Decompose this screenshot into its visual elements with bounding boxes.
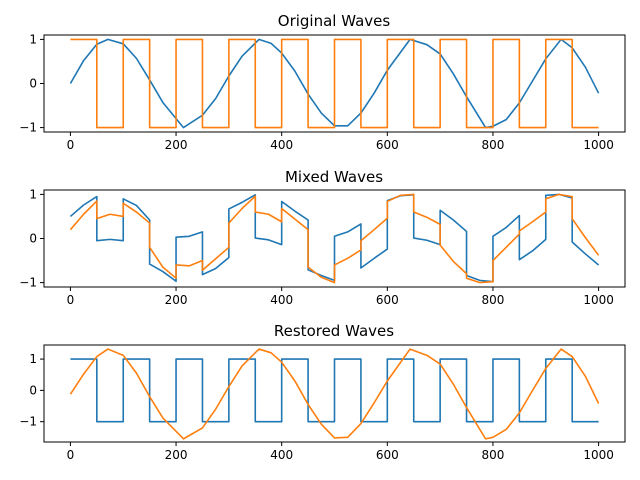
plot-area: 0 200 400 600 800 1000 −1 0 1 <box>19 187 614 307</box>
axes-frame <box>43 34 626 133</box>
panel-restored-waves: Restored Waves 0 200 400 600 800 1000 −1 0 1 <box>19 322 626 462</box>
y-tick-label: 0 <box>29 383 37 397</box>
panel-original-waves: Original Waves 0 200 400 600 800 1000 −1 0 1 <box>19 12 626 152</box>
x-tick-label: 1000 <box>583 138 614 152</box>
x-tick-label: 200 <box>165 448 188 462</box>
y-tick-label: −1 <box>19 276 37 290</box>
series-line-1 <box>69 193 600 283</box>
panel-title: Mixed Waves <box>285 168 383 186</box>
y-tick-label: −1 <box>19 415 37 429</box>
y-tick-label: 1 <box>29 187 37 201</box>
y-tick-label: 0 <box>29 232 37 246</box>
y-tick-label: 1 <box>29 32 37 46</box>
panel-title: Restored Waves <box>274 322 394 340</box>
x-tick-label: 400 <box>270 448 293 462</box>
x-tick-label: 200 <box>165 293 188 307</box>
x-tick-label: 400 <box>270 293 293 307</box>
x-tick-label: 600 <box>376 448 399 462</box>
series-line-2 <box>70 38 599 129</box>
panel-mixed-waves: Mixed Waves 0 200 400 600 800 1000 −1 0 1 <box>19 168 626 307</box>
x-tick-label: 1000 <box>583 293 614 307</box>
y-tick-label: 1 <box>29 352 37 366</box>
x-tick-label: 800 <box>482 448 505 462</box>
x-tick-label: 400 <box>270 138 293 152</box>
x-tick-label: 200 <box>165 138 188 152</box>
x-tick-label: 0 <box>67 448 75 462</box>
series-line-2 <box>69 193 600 284</box>
y-tick-label: −1 <box>19 121 37 135</box>
x-tick-label: 0 <box>67 138 75 152</box>
panel-title: Original Waves <box>278 12 391 30</box>
x-tick-label: 600 <box>376 138 399 152</box>
series-line-1 <box>70 358 599 423</box>
x-tick-label: 800 <box>482 138 505 152</box>
axes-frame <box>43 189 626 288</box>
y-tick-label: 0 <box>29 77 37 91</box>
x-tick-label: 0 <box>67 293 75 307</box>
series-line-2 <box>69 348 600 440</box>
x-tick-label: 1000 <box>583 448 614 462</box>
plot-area: 0 200 400 600 800 1000 −1 0 1 <box>19 348 614 462</box>
x-tick-label: 600 <box>376 293 399 307</box>
x-tick-label: 800 <box>482 293 505 307</box>
axes-frame <box>43 344 626 443</box>
plot-area: 0 200 400 600 800 1000 −1 0 1 <box>19 32 614 152</box>
